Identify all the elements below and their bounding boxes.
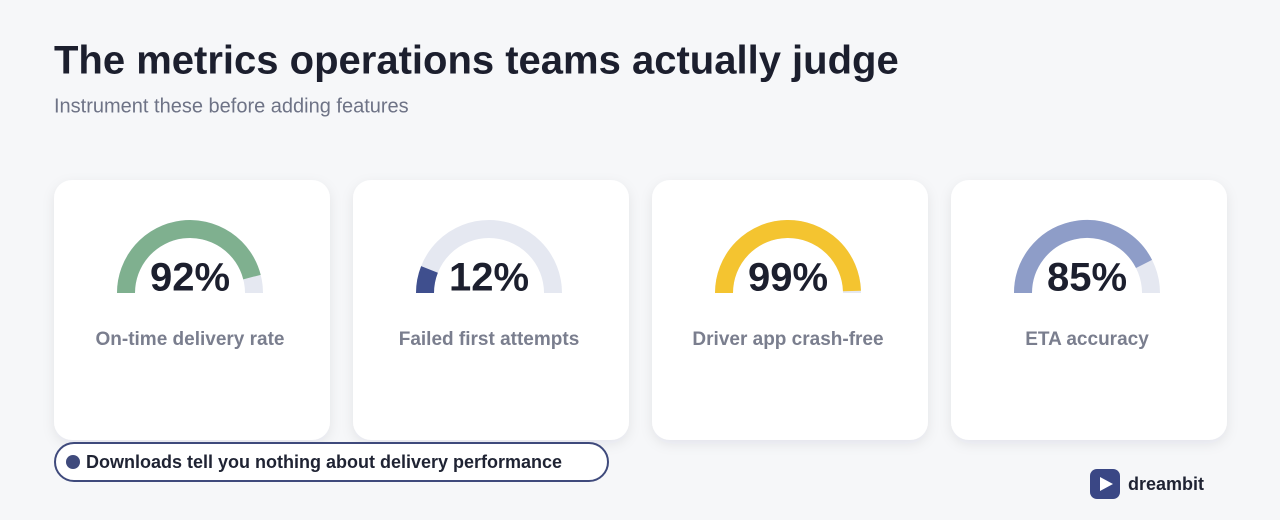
note-text: Downloads tell you nothing about deliver… [86, 452, 562, 472]
card [353, 180, 629, 440]
gauge-value [1014, 220, 1153, 294]
note-dot [66, 455, 80, 469]
card-label: ETA accuracy [1025, 329, 1149, 350]
note-pill [54, 442, 609, 482]
gauge-value-label: 99% [748, 256, 828, 300]
card [54, 180, 330, 440]
gauge-value-label: 12% [449, 256, 529, 300]
gauge-value [416, 266, 439, 294]
brand-name: dreambit [1128, 474, 1204, 494]
subtitle: Instrument these before adding features [54, 95, 409, 117]
card [652, 180, 928, 440]
card-label: On-time delivery rate [95, 329, 284, 350]
gauge-value-label: 92% [150, 256, 230, 300]
card-label: Failed first attempts [399, 329, 580, 350]
brand-logo-play [1100, 477, 1113, 491]
card [951, 180, 1227, 440]
card-label: Driver app crash-free [692, 329, 883, 350]
gauge-track [416, 220, 562, 294]
gauge-value [117, 220, 261, 294]
gauge-value [715, 220, 861, 294]
title: The metrics operations teams actually ju… [54, 39, 899, 83]
cards: 92% On-time delivery rate 12% Failed first … [54, 180, 1227, 440]
gauge-value-label: 85% [1047, 256, 1127, 300]
